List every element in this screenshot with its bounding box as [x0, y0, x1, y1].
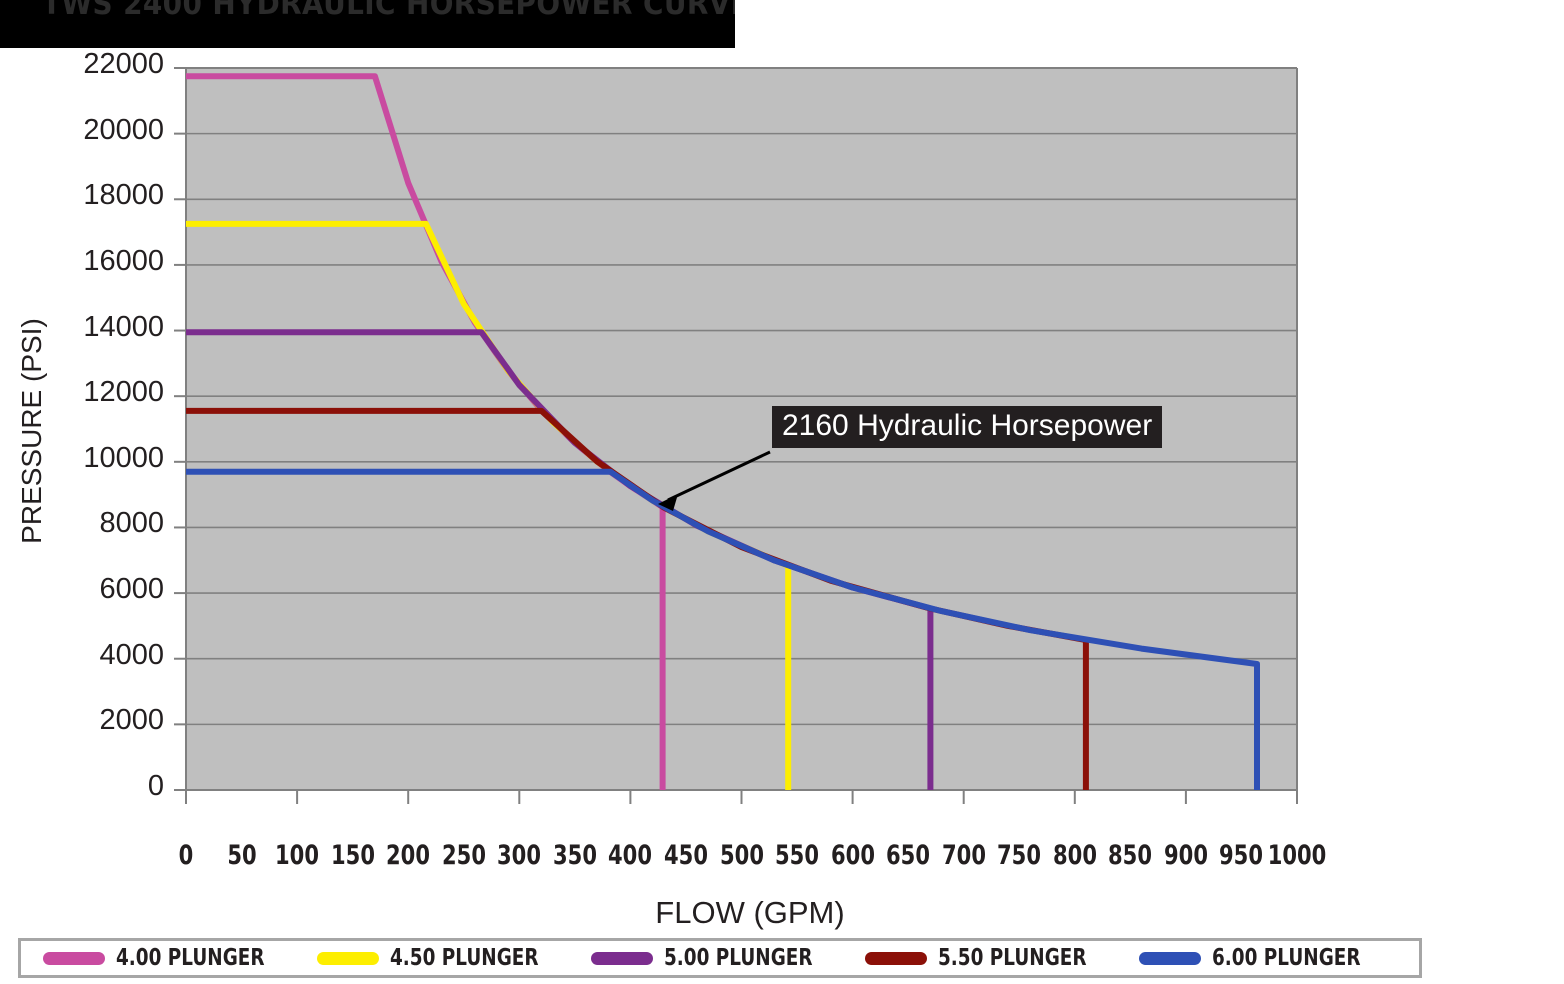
x-tick-label: 400: [608, 840, 653, 871]
legend-swatch: [316, 951, 379, 965]
x-tick-label: 0: [178, 840, 194, 871]
x-tick-label: 750: [997, 840, 1042, 871]
series-line-6-00-plunger: [186, 468, 1260, 790]
legend-swatch: [42, 951, 105, 965]
x-tick-label: 350: [552, 840, 597, 871]
y-tick-label: 4000: [99, 638, 164, 671]
legend-label: 5.50 PLUNGER: [937, 945, 1087, 971]
x-tick-label: 850: [1108, 840, 1153, 871]
legend-label: 5.00 PLUNGER: [663, 945, 813, 971]
y-tick-label: 12000: [83, 376, 164, 409]
legend-swatch: [864, 951, 927, 965]
y-tick-label: 0: [147, 770, 164, 802]
series-lines: [186, 73, 1260, 790]
legend-item[interactable]: 4.00 PLUNGER: [42, 945, 302, 971]
x-tick-label: 100: [275, 840, 320, 871]
legend-item[interactable]: 6.00 PLUNGER: [1138, 945, 1398, 971]
x-tick-label: 150: [330, 840, 375, 871]
legend-label: 4.50 PLUNGER: [389, 945, 539, 971]
y-tick-label: 14000: [83, 310, 164, 343]
y-axis-title: PRESSURE (PSI): [16, 318, 47, 544]
x-tick-label: 950: [1219, 840, 1264, 871]
axis-lines: [174, 67, 1298, 804]
y-tick-label: 16000: [83, 244, 164, 277]
legend-label: 6.00 PLUNGER: [1211, 945, 1361, 971]
y-tick-label: 18000: [83, 179, 164, 212]
x-tick-label: 50: [226, 840, 257, 871]
page-title: TWS 2400 HYDRAULIC HORSEPOWER CURVE: [42, 0, 735, 22]
x-axis-title: FLOW (GPM): [655, 895, 845, 930]
y-tick-label: 22000: [83, 48, 164, 80]
chart-legend: 4.00 PLUNGER 4.50 PLUNGER 5.00 PLUNGER 5.50…: [18, 938, 1422, 978]
x-tick-label: 250: [441, 840, 486, 871]
annotation-label: 2160 Hydraulic Horsepower: [772, 406, 1163, 448]
y-tick-label: 20000: [83, 113, 164, 146]
legend-swatch: [590, 951, 653, 965]
x-tick-label: 800: [1052, 840, 1097, 871]
y-tick-label: 6000: [99, 573, 164, 606]
title-banner: TWS 2400 HYDRAULIC HORSEPOWER CURVE: [0, 0, 735, 48]
y-tick-label: 10000: [83, 441, 164, 474]
x-tick-label: 650: [886, 840, 931, 871]
legend-label: 4.00 PLUNGER: [115, 945, 265, 971]
x-tick-label: 550: [775, 840, 820, 871]
legend-swatch: [1138, 951, 1201, 965]
x-tick-label: 450: [663, 840, 708, 871]
x-tick-label: 200: [386, 840, 431, 871]
y-tick-label: 8000: [99, 507, 164, 540]
x-tick-label: 500: [719, 840, 764, 871]
x-tick-label: 600: [830, 840, 875, 871]
x-tick-label: 1000: [1267, 840, 1327, 871]
legend-item[interactable]: 5.00 PLUNGER: [590, 945, 850, 971]
annotation-arrow: [658, 450, 771, 511]
x-tick-label: 300: [497, 840, 542, 871]
legend-item[interactable]: 5.50 PLUNGER: [864, 945, 1124, 971]
y-tick-label: 2000: [99, 704, 164, 737]
legend-item[interactable]: 4.50 PLUNGER: [316, 945, 576, 971]
x-tick-label: 700: [941, 840, 986, 871]
x-tick-label: 900: [1163, 840, 1208, 871]
